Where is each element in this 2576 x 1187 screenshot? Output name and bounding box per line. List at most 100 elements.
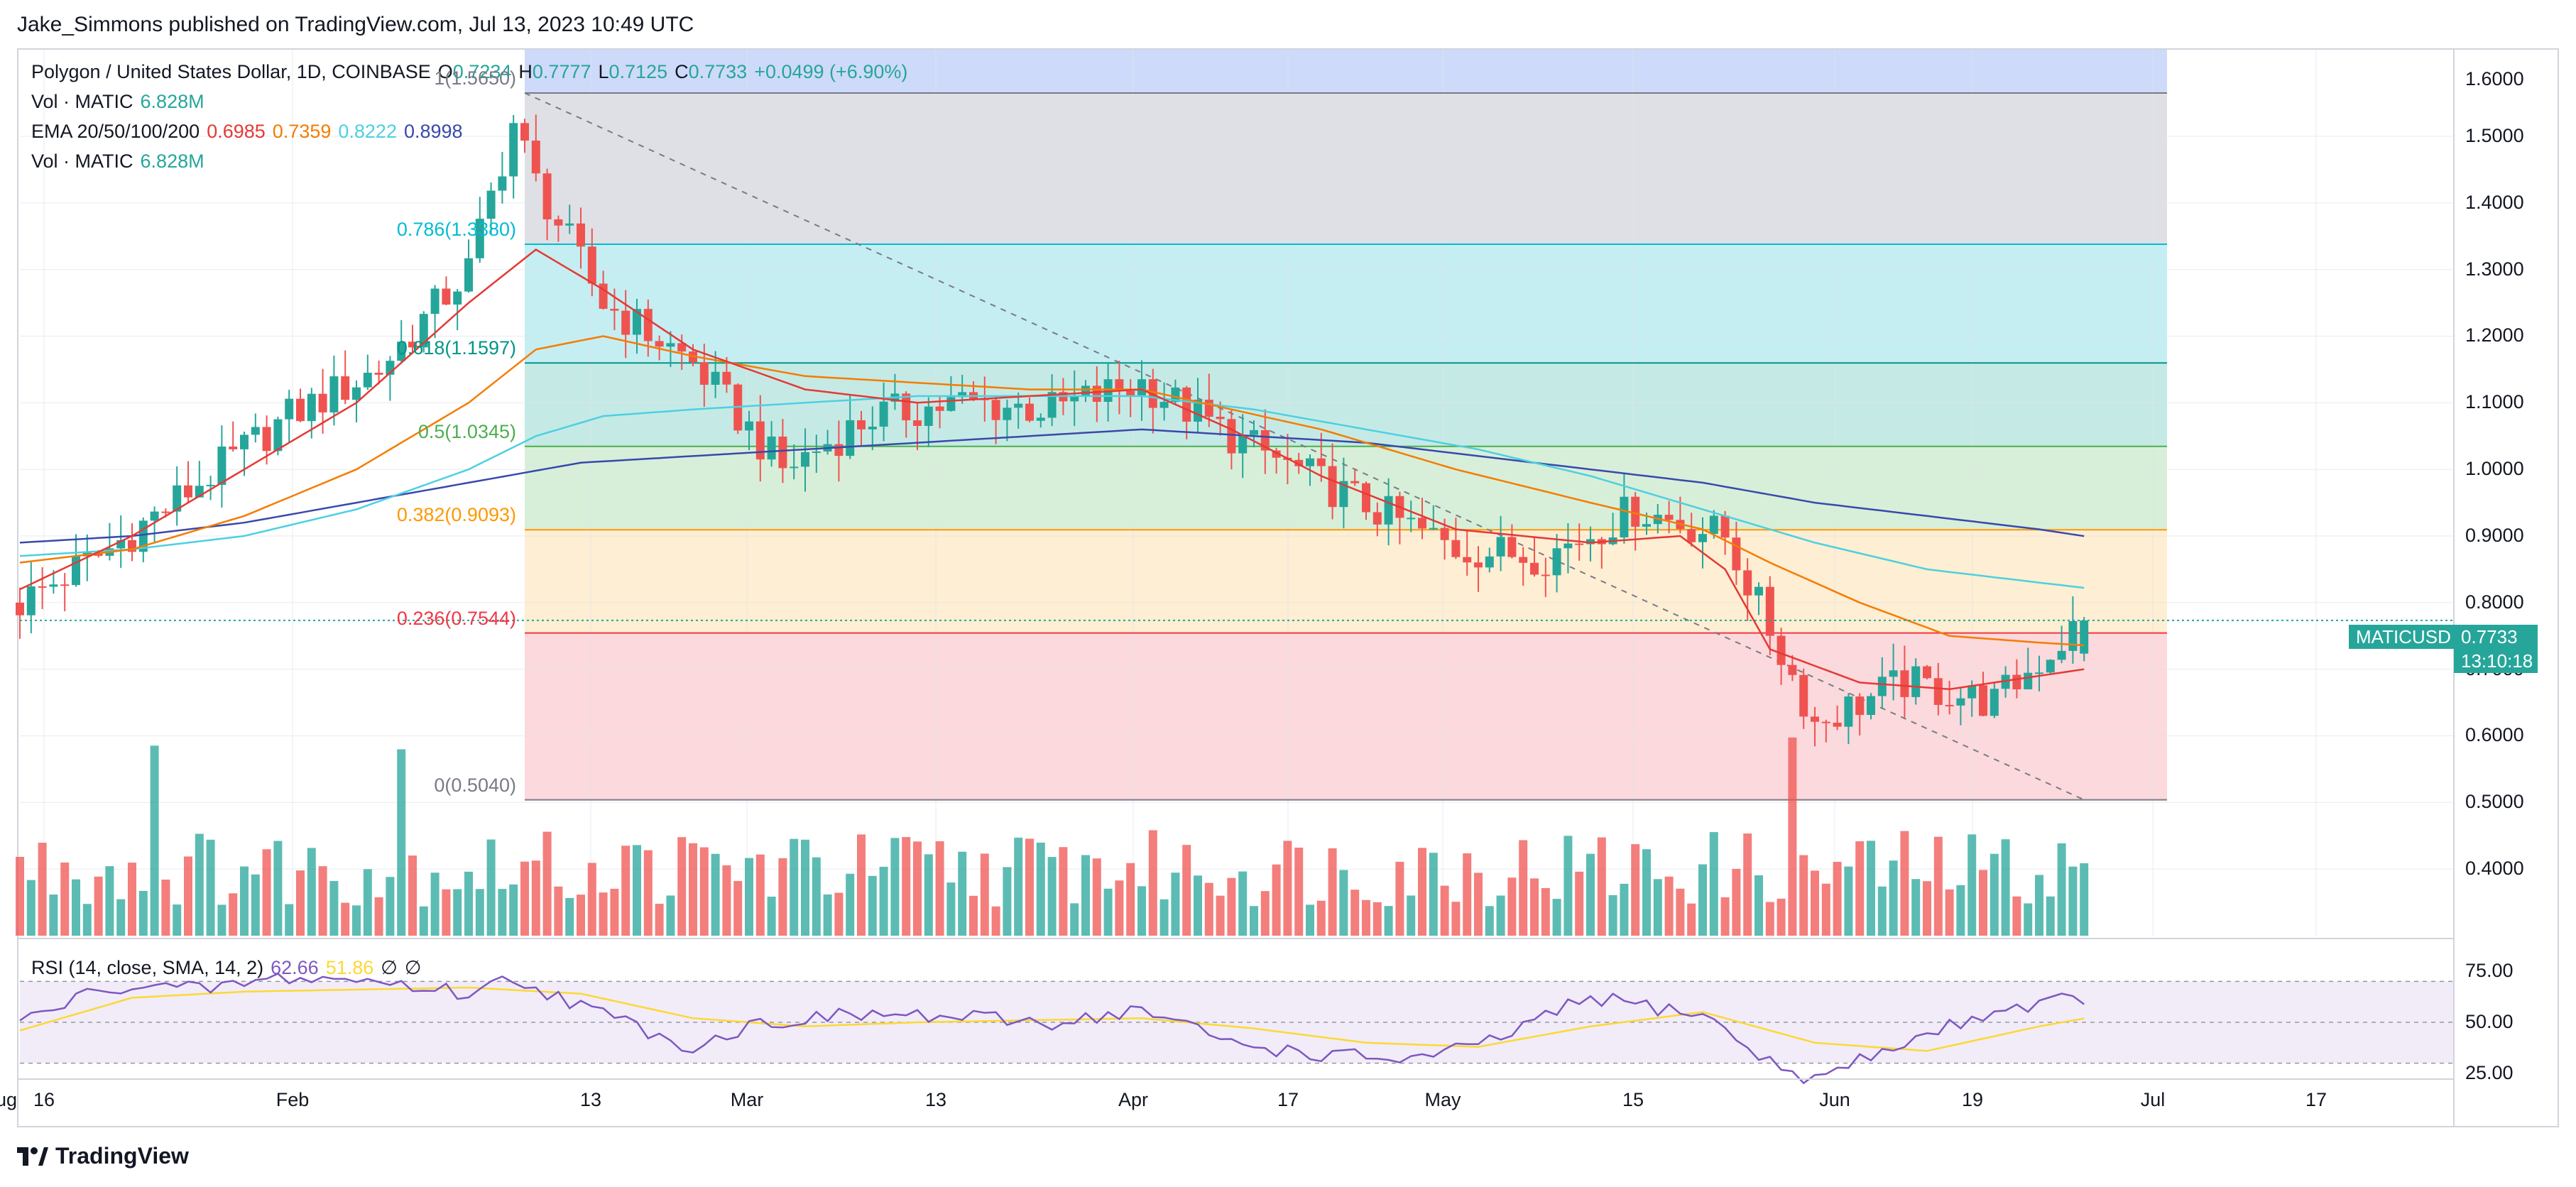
ema20-value: 0.6985 (207, 121, 266, 142)
volume-bar (565, 897, 574, 936)
candle-body (161, 511, 170, 513)
volume-bar (1059, 847, 1068, 936)
volume-bar (1720, 897, 1730, 936)
candle-body (1923, 666, 1931, 679)
candle-body (745, 421, 753, 431)
candle-body (755, 421, 765, 460)
volume-bar (755, 854, 765, 936)
ema50-value: 0.7359 (272, 121, 332, 142)
volume-bar (1867, 841, 1875, 936)
rsi-background (20, 981, 2454, 1063)
candle-body (329, 376, 339, 412)
low-label: L (598, 61, 609, 82)
tradingview-logo[interactable]: TradingView (17, 1143, 189, 1169)
candle-body (1687, 529, 1696, 542)
volume-bar (643, 850, 653, 936)
fib-label-0.786: 0.786(1.3380) (396, 218, 516, 240)
volume-bar (1003, 867, 1012, 936)
candle-body (711, 371, 720, 385)
candle-body (1362, 483, 1370, 513)
candle-body (419, 314, 428, 348)
ema200-value: 0.8998 (403, 121, 463, 142)
candle-body (1788, 664, 1797, 675)
volume-bar (610, 888, 619, 936)
candle-body (1811, 716, 1819, 722)
volume-bar (1933, 836, 1943, 936)
volume-bar (1631, 844, 1640, 936)
volume-bar (1541, 887, 1550, 936)
volume-bar (38, 843, 47, 936)
fib-label-1: 1(1.5650) (434, 67, 516, 89)
candle-body (531, 141, 540, 174)
volume-bar (689, 843, 697, 936)
close-value: 0.7733 (688, 61, 748, 82)
volume-bar (857, 834, 866, 936)
volume-bar (105, 866, 114, 936)
time-tick: May (1424, 1089, 1461, 1110)
candle-body (1519, 557, 1528, 563)
volume-bar (924, 854, 933, 936)
volume-bar (778, 858, 787, 936)
candle-body (2080, 620, 2089, 654)
price-tick: 1.5000 (2465, 124, 2524, 146)
volume-bar (1137, 886, 1146, 936)
volume-bar (173, 904, 182, 936)
candle-body (542, 173, 552, 219)
candle-body (1126, 390, 1135, 395)
volume-bar (699, 847, 709, 936)
volume-bar (150, 745, 159, 936)
candle-body (26, 586, 36, 616)
fib-label-0.618: 0.618(1.1597) (396, 337, 516, 359)
candle-body (240, 434, 249, 449)
volume-bar (666, 895, 675, 936)
volume-bar (2080, 863, 2089, 936)
volume-bar (273, 841, 283, 936)
ema100-line (19, 395, 2085, 589)
candle-body (554, 219, 563, 226)
volume-bar (2046, 896, 2055, 936)
volume-bar (991, 906, 1000, 936)
volume-bar (1306, 904, 1314, 936)
candle-body (1463, 557, 1472, 563)
volume-bar (1956, 885, 1965, 936)
ema200-line (19, 428, 2085, 544)
candle-body (262, 427, 271, 452)
volume-bar (1103, 888, 1113, 936)
legend-volume-row-2: Vol · MATIC 6.828M (31, 151, 212, 173)
candle-body (913, 420, 922, 426)
volume-bar (1238, 871, 1248, 936)
volume-bar (1833, 861, 1842, 936)
legend-symbol-row: Polygon / United States Dollar, 1D, COIN… (31, 61, 915, 83)
candle-body (498, 176, 507, 191)
candle-body (408, 341, 417, 348)
candle-body (834, 444, 844, 456)
candle-body (2046, 660, 2055, 673)
volume-bar (82, 904, 92, 936)
candle-body (1933, 678, 1943, 705)
grid-lines (20, 50, 2454, 936)
fib-band-0.618 (525, 363, 2167, 447)
fib-band-top (525, 50, 2167, 93)
volume-bar (1260, 891, 1270, 936)
volume-bar (1979, 870, 1987, 936)
rsi-label: RSI (14, close, SMA, 14, 2) (31, 957, 264, 978)
candle-body (801, 452, 809, 467)
candle-body (1709, 515, 1718, 535)
candle-body (655, 341, 664, 347)
candle-body (1407, 518, 1416, 520)
volume-bar (879, 866, 888, 936)
symbol-name: Polygon / United States Dollar, 1D, COIN… (31, 61, 431, 82)
volume-bar (318, 866, 327, 936)
volume-bar (329, 880, 339, 936)
volume-bar (1530, 878, 1539, 936)
volume-bar (16, 856, 24, 936)
vol-value: 6.828M (140, 91, 204, 112)
volume-bar (419, 906, 428, 936)
volume-bar (577, 895, 585, 936)
volume-bar (812, 857, 821, 936)
volume-bar (1923, 881, 1931, 936)
candle-body (1575, 543, 1584, 545)
candle-body (509, 123, 518, 177)
time-tick: Jul (2140, 1089, 2166, 1110)
